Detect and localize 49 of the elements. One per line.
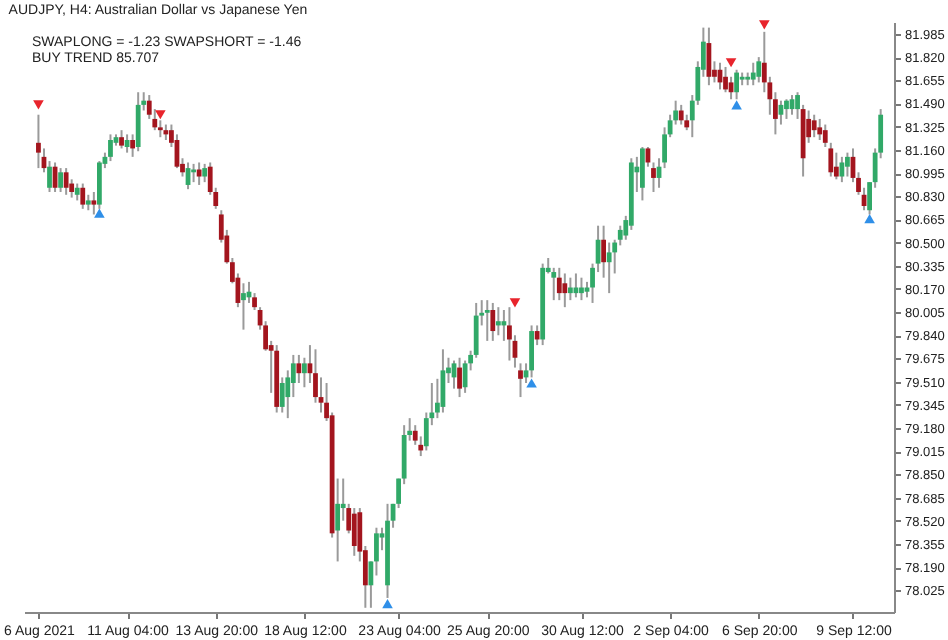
candlestick bbox=[833, 151, 839, 181]
candlestick bbox=[302, 356, 307, 389]
point bbox=[33, 100, 44, 110]
candlestick bbox=[296, 353, 302, 385]
candlestick bbox=[723, 65, 728, 94]
candlestick bbox=[119, 129, 124, 150]
point bbox=[526, 378, 537, 388]
candlestick bbox=[579, 276, 584, 302]
candlestick bbox=[457, 356, 462, 399]
point bbox=[382, 598, 393, 609]
point bbox=[731, 100, 742, 110]
candlestick bbox=[567, 276, 573, 302]
point bbox=[155, 110, 166, 120]
candlestick bbox=[562, 272, 568, 309]
candlestick bbox=[518, 362, 523, 399]
candlestick bbox=[734, 68, 740, 101]
candlestick bbox=[839, 155, 845, 184]
candlestick bbox=[135, 91, 141, 153]
candlestick bbox=[817, 117, 823, 141]
candlestick bbox=[490, 301, 496, 342]
candlestick bbox=[828, 141, 834, 178]
candlestick bbox=[63, 167, 69, 196]
candlestick bbox=[58, 167, 63, 193]
candlestick bbox=[822, 123, 828, 149]
candlestick bbox=[551, 266, 557, 302]
candlestick bbox=[556, 266, 562, 302]
candlestick bbox=[845, 151, 850, 178]
candlestick bbox=[750, 61, 756, 87]
candlestick bbox=[108, 133, 113, 163]
candlestick bbox=[351, 507, 357, 557]
candlestick bbox=[80, 182, 86, 210]
candlestick bbox=[678, 103, 684, 126]
candlestick bbox=[811, 113, 817, 139]
candlestick bbox=[784, 98, 789, 120]
candlestick bbox=[484, 299, 490, 342]
point bbox=[864, 214, 875, 224]
point bbox=[725, 58, 737, 68]
candlestick bbox=[507, 306, 512, 362]
candlestick bbox=[529, 324, 534, 379]
point bbox=[94, 208, 105, 218]
candlestick bbox=[335, 477, 341, 563]
candlestick bbox=[640, 146, 645, 202]
candlestick bbox=[152, 108, 158, 132]
point bbox=[759, 20, 770, 30]
point bbox=[509, 298, 521, 308]
candlestick bbox=[374, 526, 379, 577]
candlestick bbox=[495, 306, 501, 337]
candlestick bbox=[36, 113, 41, 170]
candlestick bbox=[196, 161, 202, 186]
